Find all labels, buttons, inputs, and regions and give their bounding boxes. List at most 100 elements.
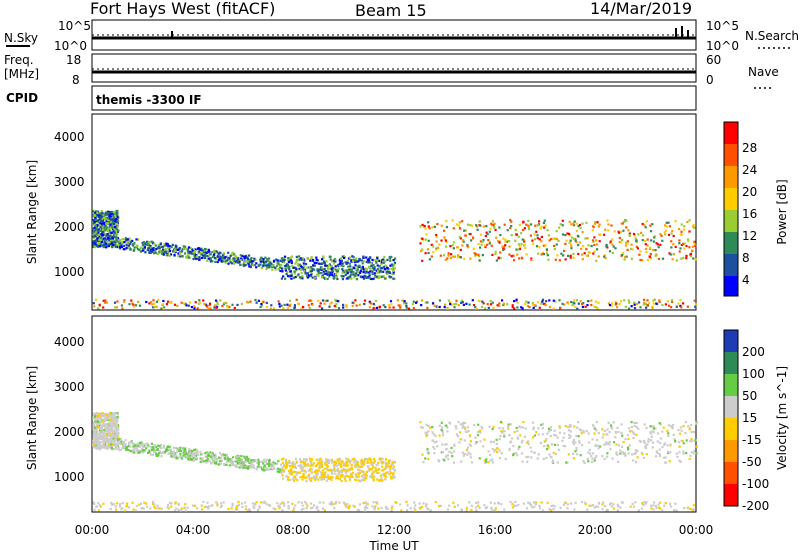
echo-point (191, 459, 193, 461)
echo-point (363, 464, 365, 466)
echo-point (309, 260, 311, 262)
echo-point (181, 255, 183, 257)
echo-point (572, 223, 574, 225)
echo-point (214, 257, 216, 259)
echo-point (347, 272, 349, 274)
echo-point (373, 501, 375, 503)
echo-point (622, 230, 624, 232)
echo-point (157, 454, 159, 456)
echo-point (579, 241, 581, 243)
echo-point (363, 478, 365, 480)
echo-point (470, 456, 472, 458)
echo-point (367, 466, 369, 468)
echo-point (264, 501, 266, 503)
echo-point (361, 464, 363, 466)
echo-point (442, 434, 444, 436)
echo-point (326, 464, 328, 466)
echo-point (287, 257, 289, 259)
echo-point (511, 437, 513, 439)
echo-point (106, 439, 108, 441)
echo-point (595, 260, 597, 262)
echo-point (624, 452, 626, 454)
echo-point (413, 307, 415, 309)
echo-point (133, 243, 135, 245)
echo-point (130, 450, 132, 452)
echo-point (389, 265, 391, 267)
echo-point (94, 243, 96, 245)
echo-point (573, 425, 575, 427)
echo-point (565, 425, 567, 427)
echo-point (111, 447, 113, 449)
echo-point (499, 438, 501, 440)
x-tick-0000: 00:00 (75, 523, 110, 537)
echo-point (664, 224, 666, 226)
vel-cbar-200: 200 (742, 345, 765, 359)
echo-point (282, 470, 284, 472)
echo-point (678, 242, 680, 244)
echo-point (593, 426, 595, 428)
echo-point (146, 506, 148, 508)
echo-point (650, 253, 652, 255)
power-cbar-16: 16 (742, 207, 757, 221)
echo-point (109, 423, 111, 425)
echo-point (220, 457, 222, 459)
echo-point (514, 240, 516, 242)
echo-point (453, 241, 455, 243)
echo-point (588, 442, 590, 444)
echo-point (479, 457, 481, 459)
echo-point (459, 236, 461, 238)
echo-point (226, 464, 228, 466)
echo-point (345, 458, 347, 460)
echo-point (113, 503, 115, 505)
echo-point (438, 460, 440, 462)
echo-point (144, 251, 146, 253)
echo-point (537, 457, 539, 459)
echo-point (285, 459, 287, 461)
echo-point (577, 244, 579, 246)
echo-point (475, 502, 477, 504)
echo-point (381, 480, 383, 482)
echo-point (667, 435, 669, 437)
echo-point (569, 221, 571, 223)
echo-point (105, 223, 107, 225)
echo-point (557, 444, 559, 446)
echo-point (518, 236, 520, 238)
echo-point (613, 421, 615, 423)
echo-point (338, 461, 340, 463)
echo-point (286, 304, 288, 306)
echo-point (98, 234, 100, 236)
echo-point (428, 425, 430, 427)
echo-point (338, 268, 340, 270)
echo-point (554, 248, 556, 250)
echo-point (309, 299, 311, 301)
echo-point (383, 262, 385, 264)
echo-point (427, 458, 429, 460)
echo-point (448, 451, 450, 453)
echo-point (687, 306, 689, 308)
echo-point (285, 461, 287, 463)
echo-point (668, 424, 670, 426)
echo-point (328, 272, 330, 274)
echo-point (260, 306, 262, 308)
echo-point (549, 306, 551, 308)
echo-point (192, 452, 194, 454)
echo-point (457, 256, 459, 258)
echo-point (421, 238, 423, 240)
echo-point (271, 269, 273, 271)
echo-point (248, 255, 250, 257)
echo-point (173, 447, 175, 449)
echo-point (96, 442, 98, 444)
echo-point (269, 505, 271, 507)
echo-point (522, 421, 524, 423)
echo-point (469, 258, 471, 260)
echo-point (401, 300, 403, 302)
echo-point (151, 303, 153, 305)
echo-point (497, 448, 499, 450)
echo-point (364, 300, 366, 302)
echo-point (524, 247, 526, 249)
echo-point (383, 304, 385, 306)
echo-point (613, 503, 615, 505)
echo-point (597, 445, 599, 447)
echo-point (535, 231, 537, 233)
echo-point (582, 245, 584, 247)
